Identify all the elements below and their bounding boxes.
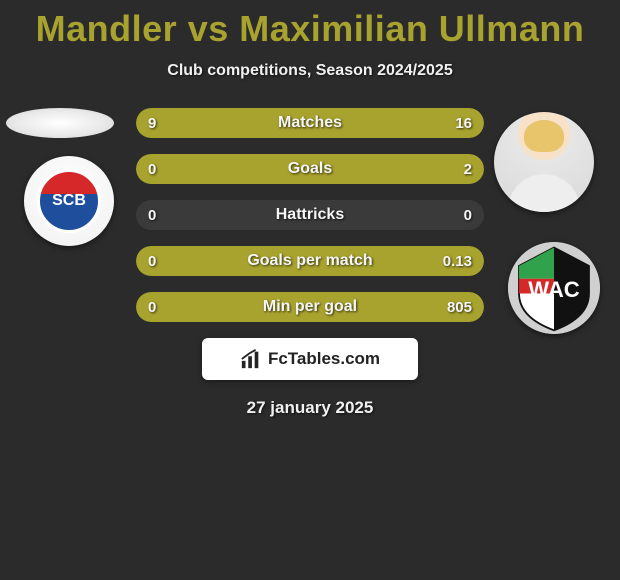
- stat-row: 0Min per goal805: [136, 292, 484, 322]
- stat-label: Goals: [136, 154, 484, 184]
- left-club-badge-text: SCB: [37, 169, 101, 233]
- stat-row: 9Matches16: [136, 108, 484, 138]
- bar-chart-icon: [240, 348, 262, 370]
- stat-value-right: 0.13: [443, 246, 472, 276]
- stat-value-right: 16: [455, 108, 472, 138]
- stat-label: Hattricks: [136, 200, 484, 230]
- snapshot-date: 27 january 2025: [0, 398, 620, 418]
- stat-row: 0Hattricks0: [136, 200, 484, 230]
- stat-label: Matches: [136, 108, 484, 138]
- left-placeholder-ellipse: [6, 108, 114, 138]
- stat-row: 0Goals2: [136, 154, 484, 184]
- right-club-badge: WAC: [508, 242, 600, 334]
- subtitle: Club competitions, Season 2024/2025: [0, 62, 620, 80]
- fctables-logo[interactable]: FcTables.com: [202, 338, 418, 380]
- stat-label: Goals per match: [136, 246, 484, 276]
- stat-value-right: 2: [464, 154, 472, 184]
- comparison-content: SCB WAC 9Matches160Goals20Hattricks00Goa…: [0, 108, 620, 418]
- stat-value-right: 0: [464, 200, 472, 230]
- stat-label: Min per goal: [136, 292, 484, 322]
- left-club-badge: SCB: [24, 156, 114, 246]
- fctables-logo-text: FcTables.com: [268, 349, 380, 369]
- wac-badge-icon: WAC: [508, 242, 600, 334]
- right-player-avatar: [494, 112, 594, 212]
- stat-value-right: 805: [447, 292, 472, 322]
- stat-bars: 9Matches160Goals20Hattricks00Goals per m…: [136, 108, 484, 322]
- svg-text:WAC: WAC: [528, 277, 580, 302]
- page-title: Mandler vs Maximilian Ullmann: [0, 0, 620, 50]
- stat-row: 0Goals per match0.13: [136, 246, 484, 276]
